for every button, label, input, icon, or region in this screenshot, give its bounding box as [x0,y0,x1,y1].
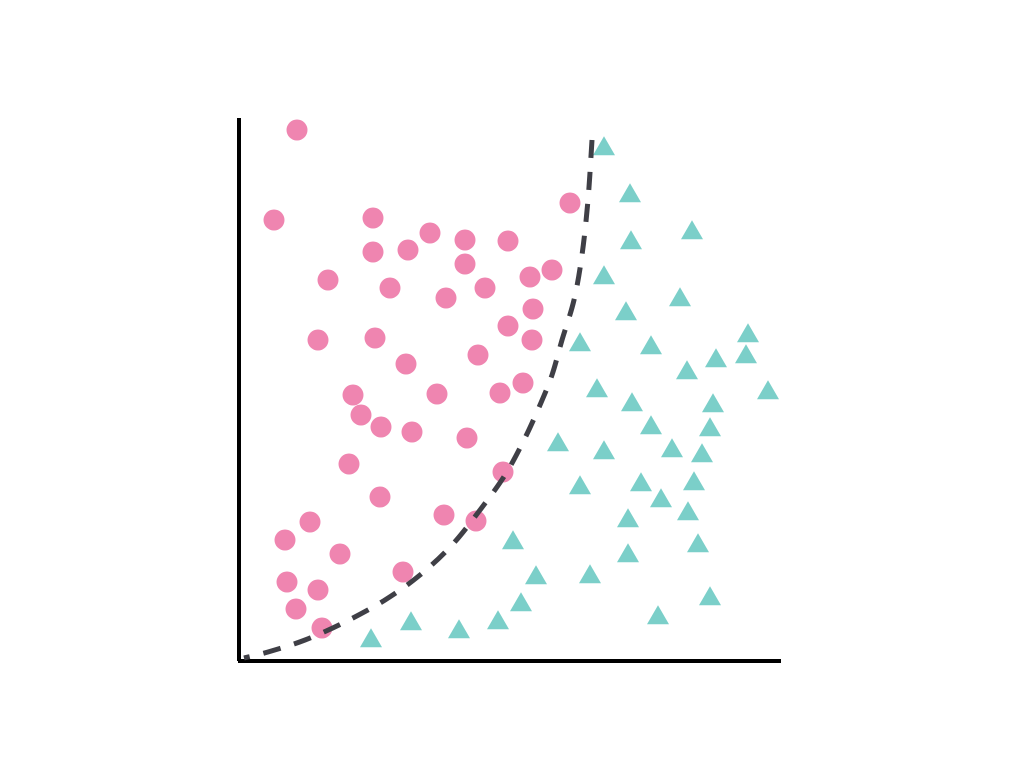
data-point-triangle [757,380,779,400]
data-point-circle [419,222,441,244]
data-point-circle [286,119,308,141]
data-point-circle [362,241,384,263]
data-point-circle [397,239,419,261]
data-point-triangle [737,323,759,343]
data-point-triangle [640,415,662,435]
data-point-circle [454,253,476,275]
data-point-circle [467,344,489,366]
data-point-circle [497,315,519,337]
data-point-circle [522,298,544,320]
data-point-triangle [569,475,591,495]
data-point-triangle [650,488,672,508]
data-point-circle [329,543,351,565]
data-point-triangle [525,565,547,585]
data-point-circle [276,571,298,593]
data-point-circle [492,461,514,483]
data-point-triangle [617,508,639,528]
data-point-triangle [619,183,641,203]
data-point-triangle [683,471,705,491]
data-point-circle [285,598,307,620]
data-point-triangle [579,564,601,584]
data-point-triangle [593,136,615,156]
data-point-circle [369,486,391,508]
data-point-triangle [676,360,698,380]
data-point-triangle [661,438,683,458]
data-point-circle [364,327,386,349]
data-point-circle [370,416,392,438]
data-point-triangle [735,344,757,364]
data-point-circle [379,277,401,299]
data-point-circle [317,269,339,291]
data-point-circle [307,329,329,351]
data-point-circle [350,404,372,426]
data-point-circle [426,383,448,405]
data-point-circle [512,372,534,394]
data-point-triangle [400,611,422,631]
data-point-circle [435,287,457,309]
data-point-triangle [699,417,721,437]
data-point-circle [263,209,285,231]
data-point-circle [433,504,455,526]
data-point-circle [307,579,329,601]
data-point-circle [338,453,360,475]
data-point-circle [559,192,581,214]
data-point-triangle [669,287,691,307]
data-point-triangle [691,443,713,463]
data-point-triangle [630,472,652,492]
data-point-triangle [640,335,662,355]
data-point-triangle [510,592,532,612]
data-point-triangle [487,610,509,630]
data-point-circle [474,277,496,299]
data-point-circle [465,510,487,532]
data-point-triangle [593,440,615,460]
data-point-triangle [705,348,727,368]
data-point-circle [392,561,414,583]
data-point-circle [362,207,384,229]
data-point-triangle [620,230,642,250]
data-point-triangle [621,392,643,412]
data-point-triangle [448,619,470,639]
data-point-circle [519,266,541,288]
decision-boundary-curve [243,139,595,661]
data-point-triangle [593,265,615,285]
data-point-circle [395,353,417,375]
data-point-triangle [687,533,709,553]
data-point-circle [497,230,519,252]
data-point-triangle [617,543,639,563]
data-point-circle [541,259,563,281]
axes-group [237,118,781,663]
data-point-circle [342,384,364,406]
data-point-circle [456,427,478,449]
data-point-triangle [502,530,524,550]
data-point-triangle [699,586,721,606]
data-point-triangle [360,628,382,648]
series-class-a-markers [263,119,581,639]
data-point-circle [454,229,476,251]
data-point-circle [489,382,511,404]
data-point-triangle [586,378,608,398]
data-point-triangle [677,501,699,521]
data-point-triangle [702,393,724,413]
data-point-circle [274,529,296,551]
data-point-triangle [615,301,637,321]
data-point-circle [521,329,543,351]
data-point-circle [299,511,321,533]
data-point-circle [401,421,423,443]
series-class-b-markers [360,136,779,648]
data-point-triangle [647,605,669,625]
data-point-triangle [569,332,591,352]
data-point-triangle [547,432,569,452]
data-point-triangle [681,220,703,240]
